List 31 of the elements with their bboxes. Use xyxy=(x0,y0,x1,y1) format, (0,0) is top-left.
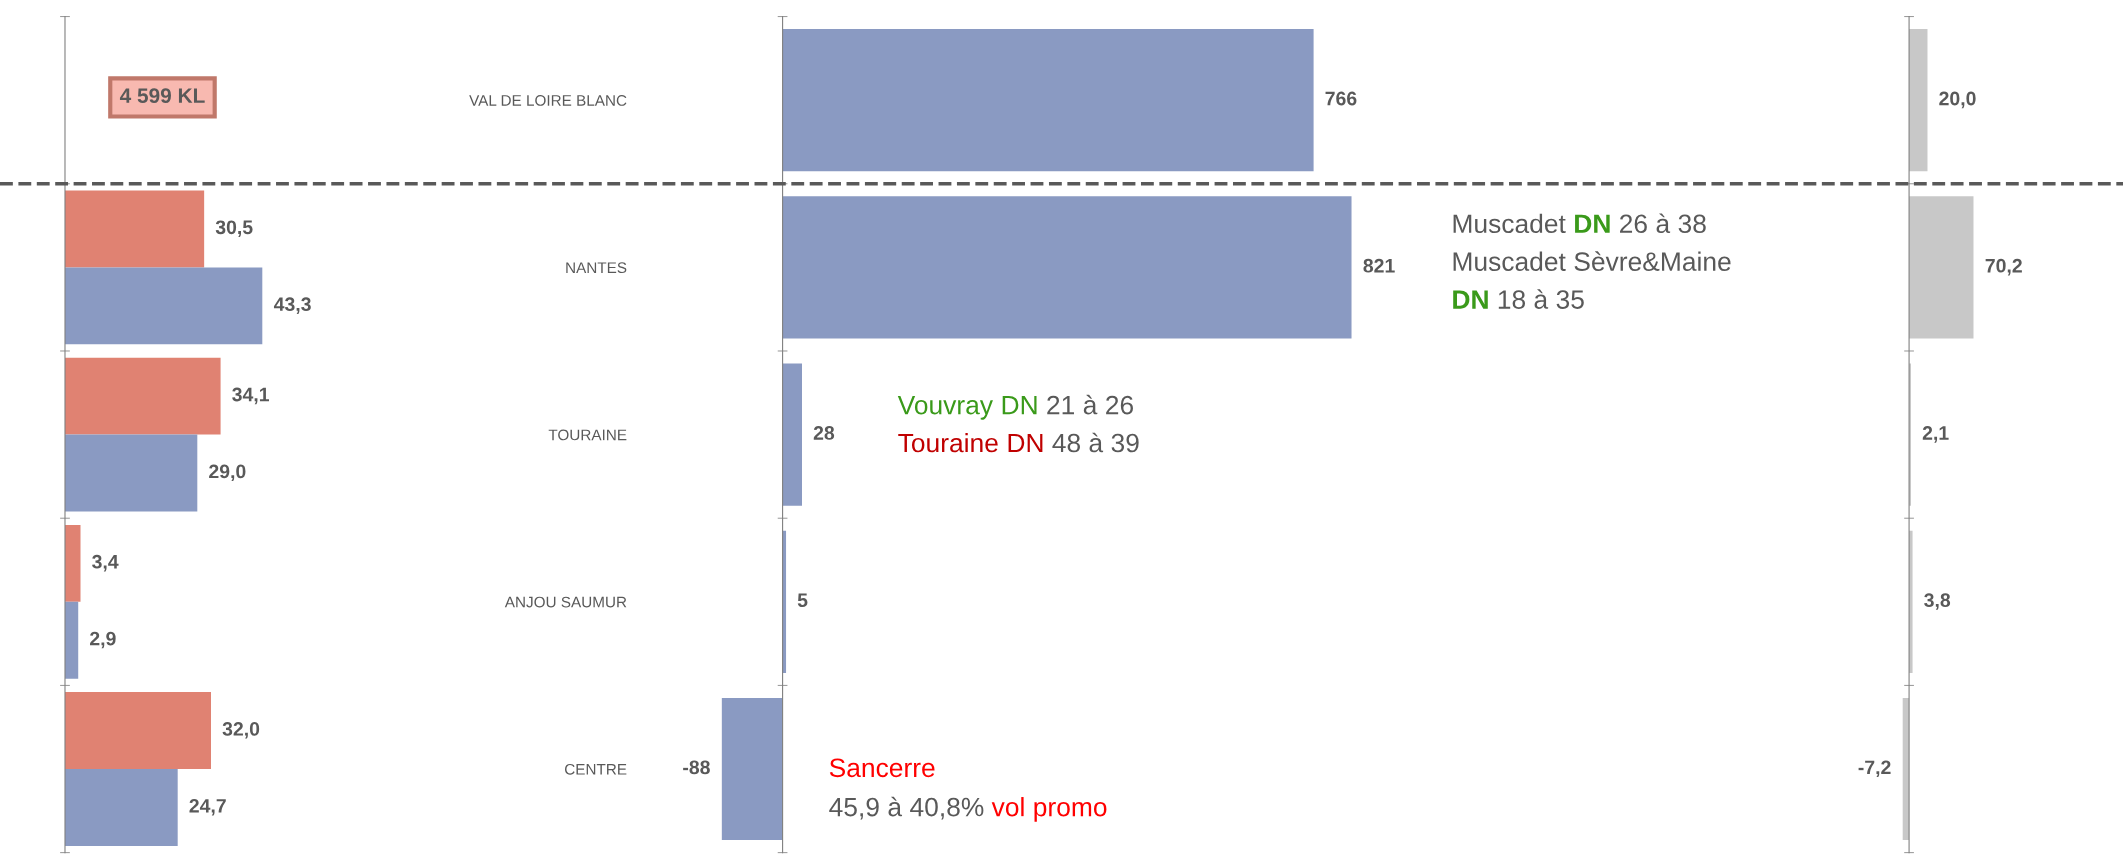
data-label: 24,7 xyxy=(189,798,226,816)
text: Muscadet DN 26 à 38 xyxy=(1453,213,1706,234)
data-label: 70,2 xyxy=(1985,258,2022,276)
annotation: Touraine DN 48 à 39 xyxy=(898,432,1139,453)
data-label: 32,0 xyxy=(222,722,260,739)
data-label: 821 xyxy=(1363,258,1395,273)
y-tick-label: ANJOU SAUMUR xyxy=(504,596,627,608)
data-label: 30,5 xyxy=(215,220,253,237)
y-tick-label: VAL DE LOIRE BLANC xyxy=(469,95,627,106)
annotation: Vouvray DN 21 à 26 xyxy=(897,394,1133,420)
data-label: 2,9 xyxy=(90,631,116,649)
y-tick-label: CENTRE xyxy=(564,763,627,775)
y-tick-label: NANTES xyxy=(566,262,627,274)
y-tick-label: TOURAINE xyxy=(548,429,627,441)
text: DN 18 à 35 xyxy=(1453,289,1584,309)
text: 4 599 KL xyxy=(119,88,205,104)
data-label: 5 xyxy=(797,593,808,608)
annotation: Sancerre xyxy=(829,758,935,778)
text: Muscadet Sèvre&Maine xyxy=(1453,251,1731,271)
annotation: 45,9 à 40,8% vol promo xyxy=(829,796,1107,822)
data-label: 43,3 xyxy=(273,297,311,314)
data-label: -7,2 xyxy=(1858,760,1891,778)
data-label: 2,1 xyxy=(1922,426,1949,443)
data-label: -88 xyxy=(683,760,710,775)
data-label: 28 xyxy=(813,426,835,440)
data-label: 3,8 xyxy=(1924,593,1951,610)
data-label: 20,0 xyxy=(1939,91,1976,109)
data-label: 34,1 xyxy=(232,387,269,405)
data-label: 3,4 xyxy=(92,554,119,572)
data-label: 766 xyxy=(1325,91,1357,106)
data-label: 29,0 xyxy=(209,464,246,482)
